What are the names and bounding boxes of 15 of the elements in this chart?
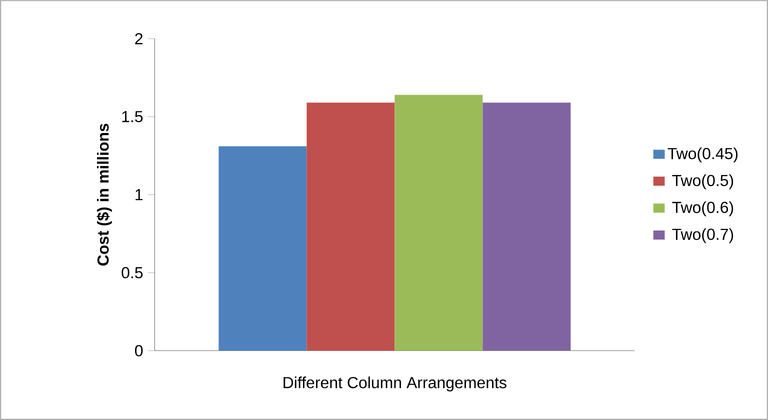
y-tick-label: 0.5 (122, 266, 143, 278)
y-axis-title: Cost ($) in millions (96, 124, 112, 266)
bar (482, 102, 571, 351)
y-tick-label: 1.5 (122, 111, 143, 122)
bar (218, 146, 307, 351)
bar (394, 94, 483, 351)
y-tick-label: 2 (135, 33, 142, 44)
legend-label: Two(0.6) (672, 201, 734, 216)
y-tick-label: 1 (136, 189, 143, 200)
legend-label: Two(0.7) (672, 228, 734, 244)
legend-label: Two(0.5) (672, 174, 734, 190)
x-axis-title: Different Column Arrangements (284, 376, 506, 392)
legend-label: Two(0.45) (668, 147, 738, 162)
y-tick-label: 0 (135, 344, 143, 356)
bar (306, 102, 395, 351)
